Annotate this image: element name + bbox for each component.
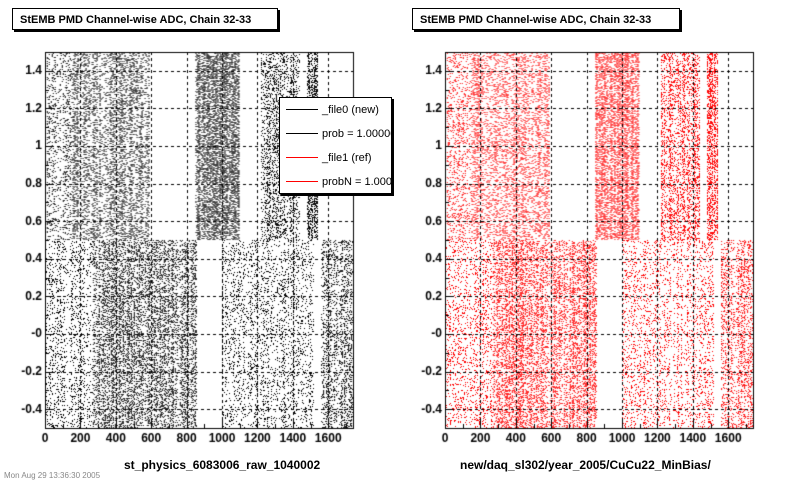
left-chart-title: StEMB PMD Channel-wise ADC, Chain 32-33: [12, 8, 278, 30]
legend-swatch-prob: [286, 133, 318, 134]
legend-label-probn: probN = 1.000000: [322, 176, 392, 188]
footer-timestamp: Mon Aug 29 13:36:30 2005: [4, 471, 101, 480]
legend-swatch-probn: [286, 181, 318, 182]
legend-entry-file1: _file1 (ref): [280, 146, 391, 170]
legend-swatch-file0: [286, 109, 318, 110]
legend-entry-probn: probN = 1.000000: [280, 170, 392, 193]
right-x-axis-label: new/daq_sl302/year_2005/CuCu22_MinBias/: [460, 458, 711, 472]
legend-label-prob: prob = 1.000000: [322, 128, 391, 140]
legend-label-file0: _file0 (new): [322, 104, 379, 116]
right-chart-title: StEMB PMD Channel-wise ADC, Chain 32-33: [412, 8, 680, 30]
legend-box: _file0 (new) prob = 1.000000 _file1 (ref…: [279, 97, 392, 194]
legend-entry-file0: _file0 (new): [280, 98, 391, 122]
left-x-axis-label: st_physics_6083006_raw_1040002: [124, 458, 321, 472]
legend-label-file1: _file1 (ref): [322, 152, 372, 164]
legend-swatch-file1: [286, 157, 318, 158]
legend-entry-prob: prob = 1.000000: [280, 122, 391, 146]
